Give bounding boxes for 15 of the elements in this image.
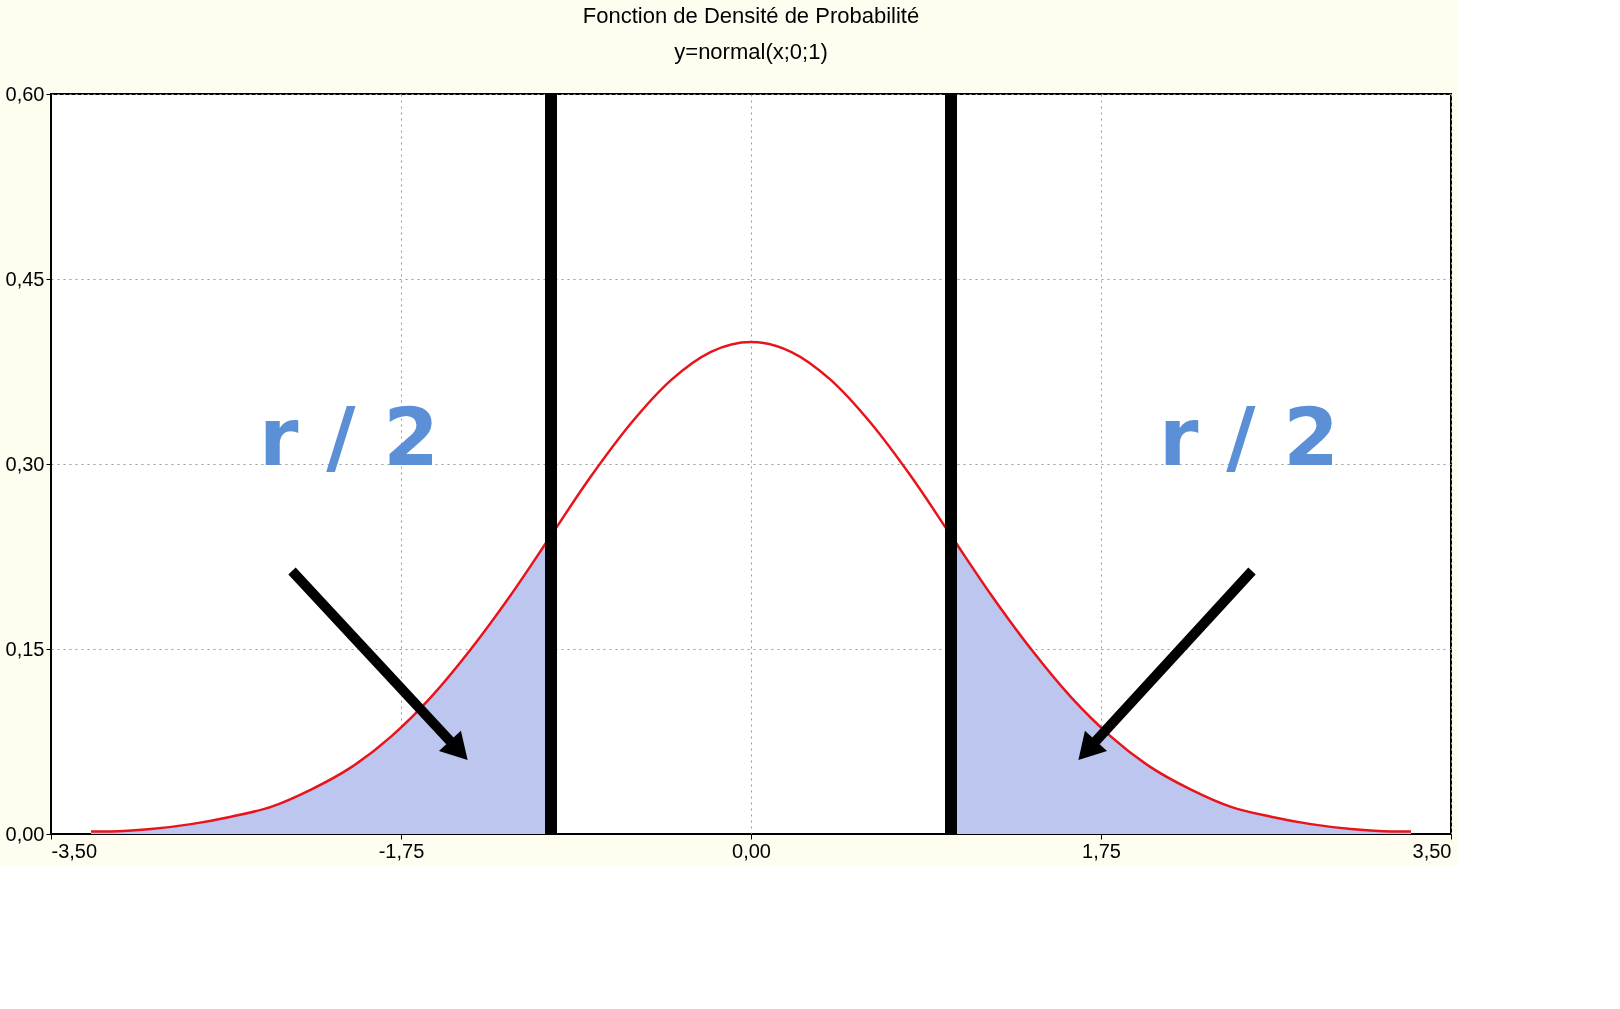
x-tick-label: -3,50 — [51, 839, 98, 862]
y-tick-label: 0,00 — [5, 822, 45, 845]
annotation: r / 2 — [258, 391, 440, 484]
chart-title: Fonction de Densité de Probabilité — [582, 3, 920, 28]
y-tick-label: 0,45 — [5, 267, 45, 290]
y-tick-label: 0,15 — [5, 637, 45, 660]
annotation: r / 2 — [1158, 391, 1340, 484]
x-tick-label: -1,75 — [378, 839, 425, 862]
y-tick-label: 0,60 — [5, 82, 45, 105]
line-series — [89, 340, 1413, 833]
x-tick-label: 3,50 — [1412, 839, 1452, 862]
x-tick-label: 1,75 — [1082, 839, 1121, 862]
y-tick-label: 0,30 — [5, 452, 45, 475]
chart-subtitle: y=normal(x;0;1) — [674, 39, 828, 64]
x-tick-label: 0,00 — [732, 839, 771, 862]
